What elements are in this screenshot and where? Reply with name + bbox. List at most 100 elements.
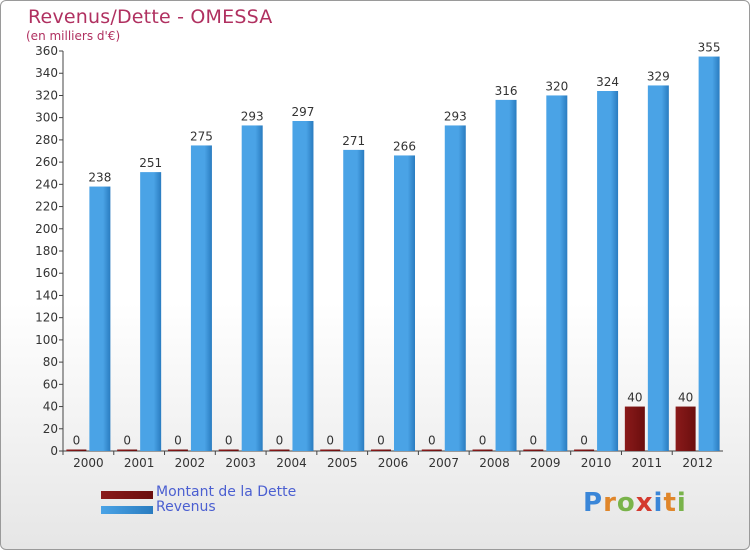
data-label-dette: 0 [377, 434, 385, 448]
bar-revenus [343, 149, 365, 451]
data-label-dette: 0 [428, 434, 436, 448]
y-tick-label: 200 [35, 222, 58, 236]
y-tick-label: 20 [43, 422, 58, 436]
data-label-dette: 40 [678, 391, 693, 405]
x-tick-label: 2007 [428, 456, 459, 470]
chart-subtitle: (en milliers d'€) [26, 29, 121, 43]
bar-dette [66, 449, 87, 451]
x-tick-label: 2004 [276, 456, 307, 470]
data-label-revenus: 251 [139, 156, 162, 170]
bar-dette [472, 449, 493, 451]
bar-revenus [140, 172, 162, 451]
data-label-dette: 0 [326, 434, 334, 448]
bar-revenus [89, 186, 111, 452]
legend-label-dette: Montant de la Dette [156, 484, 297, 500]
bar-dette [624, 406, 645, 451]
y-tick-label: 160 [35, 266, 58, 280]
data-label-dette: 0 [174, 434, 182, 448]
bar-dette [675, 406, 696, 451]
logo-letter: i [676, 488, 687, 518]
data-label-dette: 0 [529, 434, 537, 448]
bar-revenus [394, 155, 415, 451]
bar-revenus [190, 145, 212, 451]
y-tick-label: 320 [35, 88, 58, 102]
bar-revenus [444, 125, 466, 451]
bar-dette [269, 449, 290, 451]
bar-revenus [698, 56, 720, 452]
bar-revenus [241, 125, 263, 451]
y-tick-label: 40 [43, 400, 58, 414]
bar-revenus [546, 95, 568, 451]
bar-dette [421, 449, 442, 451]
y-tick-label: 140 [35, 288, 58, 302]
data-label-revenus: 316 [495, 84, 518, 98]
legend-swatch-revenus [101, 506, 153, 514]
bar-revenus [292, 121, 314, 451]
data-label-revenus: 355 [698, 41, 721, 55]
bar-dette [167, 449, 188, 451]
x-tick-label: 2011 [632, 456, 663, 470]
y-tick-label: 220 [35, 200, 58, 214]
data-label-revenus: 271 [342, 134, 365, 148]
y-tick-label: 240 [35, 177, 58, 191]
data-label-dette: 0 [123, 434, 131, 448]
x-tick-label: 2009 [530, 456, 561, 470]
y-tick-label: 80 [43, 355, 58, 369]
logo-letter: x [635, 488, 654, 518]
x-tick-label: 2005 [327, 456, 358, 470]
chart-bars [66, 56, 720, 452]
logo-letter: i [653, 488, 664, 518]
logo-letter: r [603, 488, 617, 518]
data-label-revenus: 275 [190, 129, 213, 143]
chart-title: Revenus/Dette - OMESSA [28, 6, 273, 28]
bar-revenus [495, 99, 517, 451]
logo-letter: t [663, 488, 677, 518]
x-tick-label: 2012 [682, 456, 713, 470]
logo-letter: o [616, 488, 636, 518]
bar-dette [117, 449, 138, 451]
data-label-revenus: 266 [393, 139, 416, 153]
y-tick-label: 100 [35, 333, 58, 347]
data-label-revenus: 329 [647, 69, 670, 83]
y-tick-label: 180 [35, 244, 58, 258]
data-label-dette: 0 [580, 434, 588, 448]
x-tick-label: 2000 [73, 456, 104, 470]
chart-axes: 0 20 40 60 80 100 120 140 160 180 200 220 240 260 280 3… [35, 44, 723, 470]
data-label-revenus: 293 [444, 109, 467, 123]
bar-dette [218, 449, 239, 451]
legend-swatch-dette [101, 491, 153, 499]
x-tick-label: 2010 [581, 456, 612, 470]
logo-letter: P [583, 488, 604, 518]
data-label-revenus: 324 [596, 75, 619, 89]
bar-revenus [647, 85, 669, 451]
y-tick-label: 120 [35, 311, 58, 325]
bar-dette [523, 449, 544, 451]
bar-revenus [597, 91, 619, 451]
bar-dette [320, 449, 341, 451]
y-tick-label: 0 [50, 444, 58, 458]
y-tick-label: 360 [35, 44, 58, 58]
data-label-dette: 0 [225, 434, 233, 448]
data-label-revenus: 320 [545, 79, 568, 93]
data-label-revenus: 293 [241, 109, 264, 123]
data-label-dette: 0 [276, 434, 284, 448]
data-label-dette: 0 [479, 434, 487, 448]
data-label-revenus: 238 [88, 171, 111, 185]
bar-dette [371, 449, 391, 451]
legend-label-revenus: Revenus [156, 499, 216, 515]
x-tick-label: 2002 [175, 456, 206, 470]
y-tick-label: 260 [35, 155, 58, 169]
data-label-revenus: 297 [292, 105, 315, 119]
y-tick-label: 60 [43, 377, 58, 391]
chart-data-labels: 0 238 0 251 0 275 0 293 0 297 0 271 0 266 0 293 0 316 0 320… [73, 41, 721, 448]
data-label-dette: 40 [627, 391, 642, 405]
x-tick-label: 2006 [378, 456, 409, 470]
x-tick-label: 2003 [225, 456, 256, 470]
x-tick-label: 2001 [124, 456, 155, 470]
proxiti-logo: Proxiti [583, 488, 687, 518]
y-tick-label: 280 [35, 133, 58, 147]
x-tick-label: 2008 [479, 456, 510, 470]
data-label-dette: 0 [73, 434, 81, 448]
